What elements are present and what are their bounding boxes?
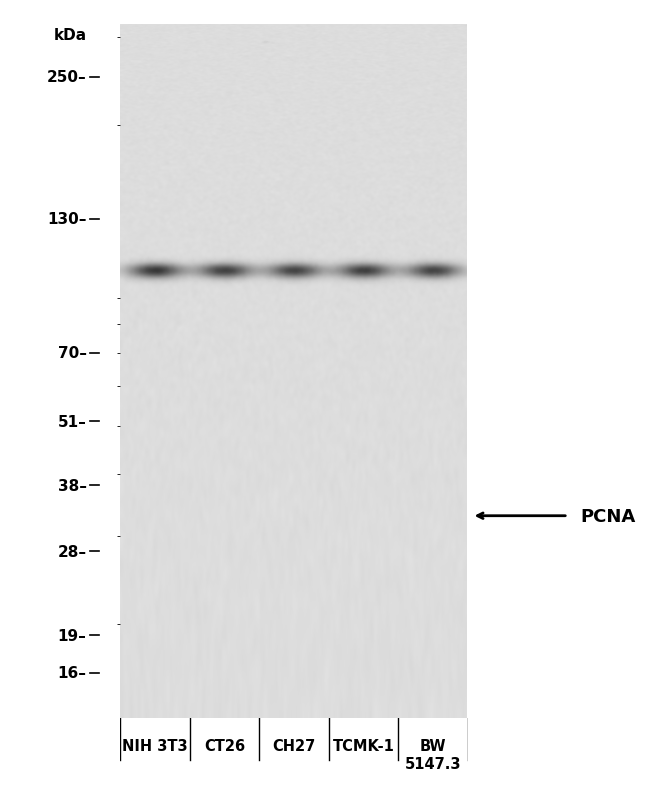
Text: 19–: 19–	[58, 628, 86, 643]
Text: TCMK-1: TCMK-1	[333, 738, 395, 753]
Text: 130–: 130–	[47, 212, 86, 227]
Text: CT26: CT26	[204, 738, 245, 753]
Text: kDa: kDa	[53, 28, 86, 43]
Text: 28–: 28–	[57, 544, 86, 559]
Text: CH27: CH27	[272, 738, 316, 753]
Text: BW
5147.3: BW 5147.3	[405, 738, 461, 770]
Text: NIH 3T3: NIH 3T3	[122, 738, 188, 753]
Text: 250–: 250–	[47, 71, 86, 85]
Text: 70–: 70–	[58, 345, 86, 361]
Text: 51–: 51–	[58, 414, 86, 429]
Text: 38–: 38–	[58, 478, 86, 493]
Text: 16–: 16–	[58, 665, 86, 680]
Text: PCNA: PCNA	[581, 507, 636, 525]
